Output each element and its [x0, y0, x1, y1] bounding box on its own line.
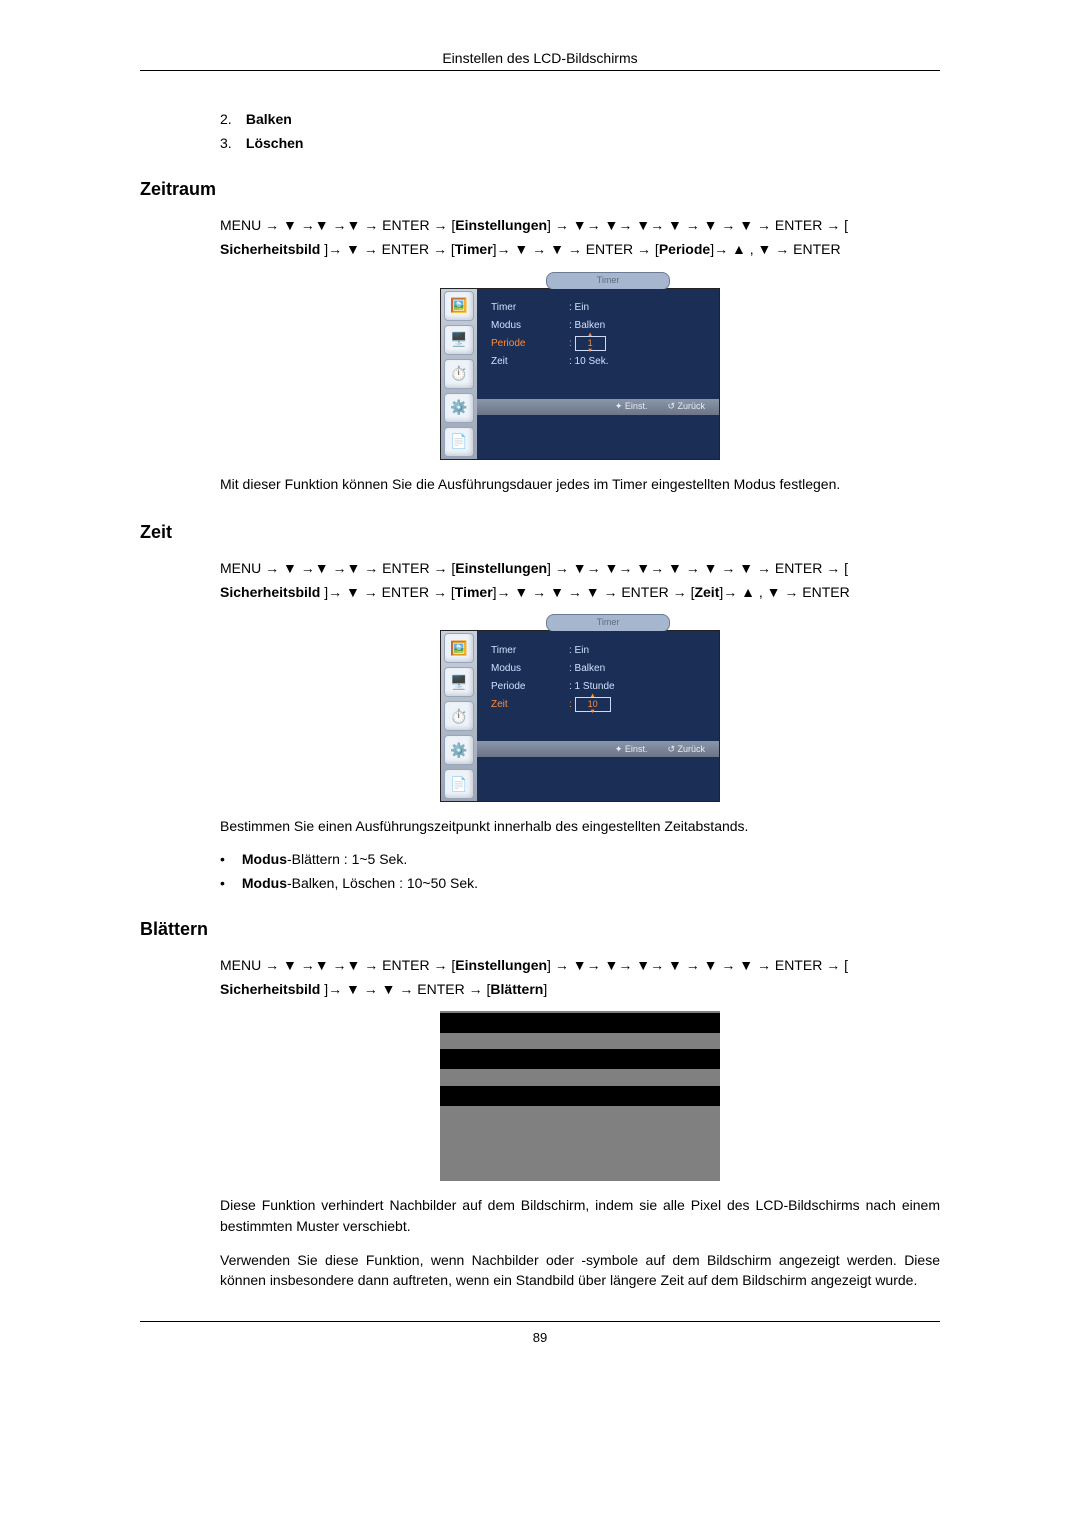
- osd-row: Timer: Ein: [491, 641, 707, 659]
- osd-action-back: ↺ Zurück: [667, 401, 705, 412]
- osd-sidebar: 🖼️ 🖥️ ⏱️ ⚙️ 📄: [441, 289, 477, 459]
- list-label: Löschen: [246, 135, 304, 151]
- paragraph: Diese Funktion verhindert Nachbilder auf…: [220, 1195, 940, 1236]
- osd-side-icon: 📄: [444, 427, 474, 457]
- nav-path-blaettern: MENU → ▼ →▼ →▼ → ENTER → [Einstellungen]…: [220, 954, 940, 1002]
- bullet-item: • Modus-Blättern : 1~5 Sek.: [220, 851, 940, 867]
- osd-zeitraum: Timer 🖼️ 🖥️ ⏱️ ⚙️ 📄 Timer: EinModus: BalkenP…: [440, 272, 720, 460]
- page-header: Einstellen des LCD-Bildschirms: [140, 50, 940, 71]
- list-item: 3. Löschen: [220, 135, 940, 151]
- paragraph: Verwenden Sie diese Funktion, wenn Nachb…: [220, 1250, 940, 1291]
- nav-path-zeit: MENU → ▼ →▼ →▼ → ENTER → [Einstellungen]…: [220, 557, 940, 605]
- bullet-list: • Modus-Blättern : 1~5 Sek. • Modus-Balk…: [220, 851, 940, 891]
- section-title-blaettern: Blättern: [140, 919, 940, 940]
- osd-row: Modus: Balken: [491, 317, 707, 335]
- osd-tab: Timer: [546, 272, 670, 290]
- page-number: 89: [533, 1330, 547, 1345]
- osd-side-icon: ⏱️: [444, 359, 474, 389]
- osd-side-icon: 🖼️: [444, 633, 474, 663]
- osd-footer: ✦ Einst. ↺ Zurück: [477, 741, 719, 757]
- osd-row: Periode: 1 Stunde: [491, 677, 707, 695]
- osd-sidebar: 🖼️ 🖥️ ⏱️ ⚙️ 📄: [441, 631, 477, 801]
- page-footer: 89: [140, 1321, 940, 1345]
- paragraph: Bestimmen Sie einen Ausführungszeitpunkt…: [220, 816, 940, 836]
- list-label: Balken: [246, 111, 292, 127]
- osd-side-icon: 📄: [444, 769, 474, 799]
- osd-side-icon: ⚙️: [444, 735, 474, 765]
- osd-tab: Timer: [546, 614, 670, 632]
- nav-path-zeitraum: MENU → ▼ →▼ →▼ → ENTER → [Einstellungen]…: [220, 214, 940, 262]
- osd-side-icon: ⏱️: [444, 701, 474, 731]
- bullet-item: • Modus-Balken, Löschen : 10~50 Sek.: [220, 875, 940, 891]
- osd-body: Timer: EinModus: BalkenPeriode: 1Zeit: 1…: [477, 289, 719, 459]
- osd-side-icon: 🖼️: [444, 291, 474, 321]
- osd-footer: ✦ Einst. ↺ Zurück: [477, 399, 719, 415]
- section-title-zeit: Zeit: [140, 522, 940, 543]
- osd-side-icon: 🖥️: [444, 325, 474, 355]
- paragraph: Mit dieser Funktion können Sie die Ausfü…: [220, 474, 940, 494]
- list-item: 2. Balken: [220, 111, 940, 127]
- screen-preview: [440, 1011, 720, 1181]
- osd-zeit: Timer 🖼️ 🖥️ ⏱️ ⚙️ 📄 Timer: EinModus: BalkenP…: [440, 614, 720, 802]
- osd-action-set: ✦ Einst.: [615, 744, 648, 755]
- osd-row: Timer: Ein: [491, 299, 707, 317]
- osd-row: Zeit: 10: [491, 695, 707, 713]
- osd-row: Zeit: 10 Sek.: [491, 353, 707, 371]
- osd-side-icon: 🖥️: [444, 667, 474, 697]
- osd-row: Periode: 1: [491, 335, 707, 353]
- osd-side-icon: ⚙️: [444, 393, 474, 423]
- section-title-zeitraum: Zeitraum: [140, 179, 940, 200]
- list-number: 3.: [220, 135, 242, 151]
- osd-action-back: ↺ Zurück: [667, 744, 705, 755]
- header-title: Einstellen des LCD-Bildschirms: [442, 50, 637, 66]
- osd-row: Modus: Balken: [491, 659, 707, 677]
- list-number: 2.: [220, 111, 242, 127]
- osd-body: Timer: EinModus: BalkenPeriode: 1 Stunde…: [477, 631, 719, 801]
- osd-action-set: ✦ Einst.: [615, 401, 648, 412]
